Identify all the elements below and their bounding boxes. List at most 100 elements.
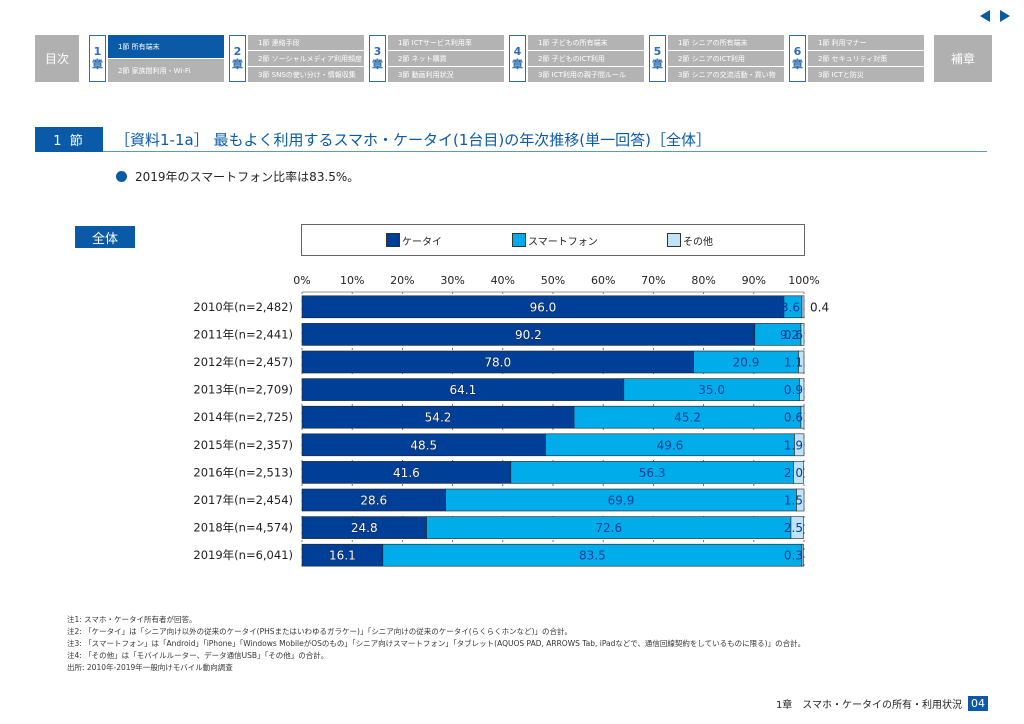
- bar-segment: [800, 323, 805, 346]
- data-label: 56.3: [639, 466, 666, 480]
- key-finding: 2019年のスマートフォン比率は83.5%。: [116, 168, 359, 185]
- data-label: 16.1: [329, 549, 356, 563]
- x-tick-label: 50%: [541, 274, 565, 287]
- data-label: 78.0: [484, 356, 511, 370]
- legend-swatch: [512, 233, 526, 247]
- category-label: 2012年(n=2,457): [193, 355, 293, 369]
- chapter-kanji: 章: [512, 57, 523, 71]
- legend-item-smartphone: スマートフォン: [512, 233, 598, 248]
- data-label: 2.5: [784, 521, 803, 535]
- notes: 注1: スマホ・ケータイ所有者が回答。 注2: 「ケータイ」は「シニア向け以外の…: [67, 614, 805, 674]
- category-label: 2014年(n=2,725): [193, 410, 293, 424]
- category-label: 2010年(n=2,482): [193, 300, 293, 314]
- key-finding-text: 2019年のスマートフォン比率は83.5%。: [135, 170, 360, 184]
- x-tick-label: 70%: [641, 274, 665, 287]
- x-tick-label: 40%: [491, 274, 515, 287]
- data-label: 45.2: [674, 411, 701, 425]
- chapter-kanji: 章: [792, 57, 803, 71]
- data-label: 48.5: [410, 438, 437, 452]
- data-label: 83.5: [579, 549, 606, 563]
- nav-section-link[interactable]: 2節 シニアのICT利用: [668, 51, 784, 66]
- category-label: 2013年(n=2,709): [193, 383, 293, 397]
- nav-section-link[interactable]: 1節 シニアの所有端末: [668, 35, 784, 50]
- bar-segment: [801, 295, 805, 319]
- chapter-5: 5 章 1節 シニアの所有端末 2節 シニアのICT利用 3節 シニアの交流活動・買い物: [649, 35, 784, 82]
- data-label: 96.0: [530, 300, 557, 314]
- chapter-2: 2 章 1節 連絡手段 2節 ソーシャルメディア利用頻度 3節 SNSの使い分け・情報収…: [229, 35, 364, 82]
- data-label: 1.1: [784, 356, 803, 370]
- chapter-6: 6 章 1節 利用マナー 2節 セキュリティ対策 3節 ICTと防災: [789, 35, 924, 82]
- data-label: 20.9: [733, 356, 760, 370]
- nav-section-link[interactable]: 2節 ネット購買: [388, 51, 504, 66]
- prev-page-arrow-icon[interactable]: [980, 10, 990, 22]
- title-bar: 1 節 ［資料1-1a］ 最もよく利用するスマホ・ケータイ(1台目)の年次推移(…: [35, 126, 987, 152]
- legend-swatch: [386, 233, 400, 247]
- nav-section-link[interactable]: 1節 ICTサービス利用率: [388, 35, 504, 50]
- data-label: 69.9: [608, 494, 635, 508]
- nav-section-link[interactable]: 3節 動画利用状況: [388, 67, 504, 82]
- bar-segment: [793, 461, 804, 484]
- bar-segment: [801, 543, 804, 567]
- nav-section-link[interactable]: 1節 所有端末: [108, 35, 224, 58]
- nav-section-link[interactable]: 1節 利用マナー: [808, 35, 924, 50]
- data-label: 41.6: [393, 466, 420, 480]
- legend-label: スマートフォン: [528, 236, 598, 248]
- chapter-kanji: 章: [232, 57, 243, 71]
- chapter-number: 1: [93, 45, 102, 59]
- nav-section-link[interactable]: 2節 ソーシャルメディア利用頻度: [248, 51, 364, 66]
- toc-button[interactable]: 目次: [35, 35, 79, 82]
- data-label: 24.8: [351, 521, 378, 535]
- legend-item-other: その他: [667, 233, 713, 248]
- x-tick-label: 30%: [440, 274, 464, 287]
- data-label: 72.6: [595, 521, 622, 535]
- chapter-1: 1 章 1節 所有端末 2節 家族間利用・Wi-Fi: [89, 35, 224, 82]
- x-tick-label: 100%: [788, 274, 819, 287]
- category-label: 2018年(n=4,574): [193, 521, 293, 535]
- x-tick-label: 80%: [691, 274, 715, 287]
- appendix-button[interactable]: 補章: [934, 35, 992, 82]
- next-page-arrow-icon[interactable]: [1000, 10, 1010, 22]
- nav-section-link[interactable]: 3節 シニアの交流活動・買い物: [668, 67, 784, 82]
- nav-section-link[interactable]: 3節 SNSの使い分け・情報収集: [248, 67, 364, 82]
- chapter-4: 4 章 1節 子どもの所有端末 2節 子どものICT利用 3節 ICT利用の親子間ルール: [509, 35, 644, 82]
- nav-section-link[interactable]: 2節 子どものICT利用: [528, 51, 644, 66]
- nav-section-link[interactable]: 3節 ICTと防災: [808, 67, 924, 82]
- section-badge: 1 節: [35, 126, 103, 152]
- chapter-number: 6: [793, 45, 802, 59]
- nav-section-link[interactable]: 2節 セキュリティ対策: [808, 51, 924, 66]
- data-label: 0.6: [784, 411, 803, 425]
- nav-section-link[interactable]: 3節 ICT利用の親子間ルール: [528, 67, 644, 82]
- chapter-number: 3: [373, 45, 382, 59]
- chapter-number: 4: [513, 45, 522, 59]
- x-tick-label: 10%: [340, 274, 364, 287]
- nav-section-link[interactable]: 1節 連絡手段: [248, 35, 364, 50]
- data-label: 0.6: [784, 328, 803, 342]
- pager: [980, 10, 1010, 22]
- nav-section-link[interactable]: 2節 家族間利用・Wi-Fi: [108, 59, 224, 82]
- chapter-sections: 1節 利用マナー 2節 セキュリティ対策 3節 ICTと防災: [808, 35, 924, 82]
- footer: 1章 スマホ・ケータイの所有・利用状況 04: [776, 696, 988, 711]
- nav-section-link[interactable]: 1節 子どもの所有端末: [528, 35, 644, 50]
- note-line: 注3: 「スマートフォン」は「Android」「iPhone」「Windows …: [67, 639, 806, 648]
- chapter-sections: 1節 子どもの所有端末 2節 子どものICT利用 3節 ICT利用の親子間ルール: [528, 35, 644, 82]
- bar-segment: [796, 488, 805, 512]
- chapter-sections: 1節 連絡手段 2節 ソーシャルメディア利用頻度 3節 SNSの使い分け・情報収集: [248, 35, 364, 82]
- x-tick-label: 90%: [742, 274, 766, 287]
- category-label: 2017年(n=2,454): [193, 493, 293, 507]
- data-label: 0.4: [810, 300, 829, 314]
- chapter-kanji: 章: [92, 57, 103, 71]
- chapter-number: 2: [233, 45, 242, 59]
- category-label: 2011年(n=2,441): [193, 327, 293, 341]
- data-label: 1.9: [784, 438, 803, 452]
- stacked-bar-chart: 0% 10% 20% 30% 40% 50% 60% 70% 80% 90% 100% 2010年(n…: [193, 274, 829, 568]
- chapter-sections: 1節 シニアの所有端末 2節 シニアのICT利用 3節 シニアの交流活動・買い物: [668, 35, 784, 82]
- legend-label: ケータイ: [402, 236, 442, 248]
- data-label: 64.1: [450, 383, 477, 397]
- data-label: 0.9: [784, 383, 803, 397]
